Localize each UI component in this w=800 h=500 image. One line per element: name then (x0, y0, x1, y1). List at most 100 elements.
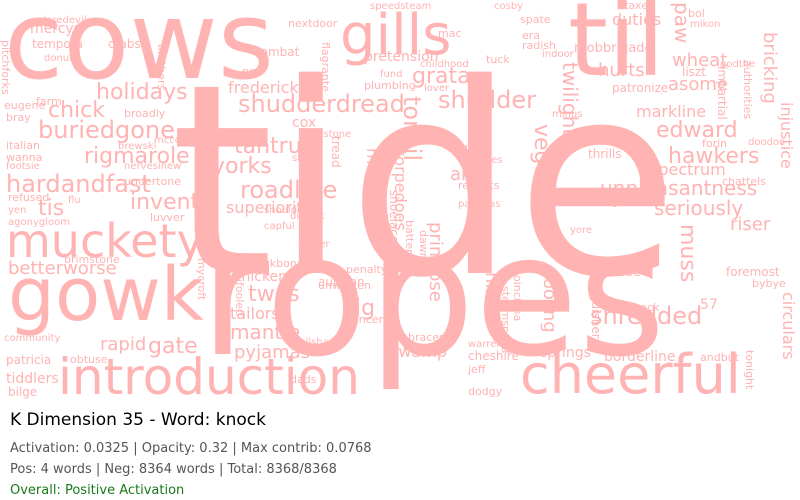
cloud-word: edward (656, 118, 738, 143)
cloud-word: torpedoes (391, 150, 410, 231)
cloud-word: tonight (743, 350, 756, 390)
cloud-word: tuck (486, 53, 510, 66)
cloud-word: tantrum (234, 134, 324, 159)
cloud-word: seriously (654, 196, 744, 220)
cloud-word: plumbing (364, 79, 416, 92)
cloud-word: vegemite (529, 124, 554, 228)
cloud-word: dawned (417, 230, 430, 274)
cloud-word: cancer (346, 313, 384, 326)
cloud-word: albert (458, 143, 491, 156)
cloud-word: dads (290, 373, 317, 386)
cloud-word: authorities (741, 60, 754, 120)
cloud-word: broadly (124, 107, 166, 120)
cloud-word: braces (408, 331, 445, 344)
cloud-word: twos (248, 282, 300, 307)
cloud-word: mccoy (154, 135, 187, 146)
cloud-word: twilight (558, 62, 582, 137)
cloud-word: paw (670, 2, 694, 44)
cloud-word: steamspeed (499, 286, 512, 354)
cloud-word: tonsil (398, 96, 426, 162)
cloud-word: mac (438, 27, 462, 40)
cloud-word: storage (596, 255, 634, 266)
cloud-word: godthe (720, 59, 756, 70)
info-panel: K Dimension 35 - Word: knock Activation:… (10, 410, 790, 499)
cloud-word: cows (4, 0, 275, 104)
cloud-word: tread (329, 136, 343, 168)
cloud-word: wanna (6, 151, 43, 164)
cloud-word: holidays (96, 80, 188, 105)
cloud-word: pajamas (458, 199, 501, 210)
cloud-word: wheat (672, 50, 728, 71)
cloud-word: wallet (600, 135, 633, 148)
cloud-word: district (290, 211, 325, 222)
cloud-word: mobbrigade (574, 41, 653, 56)
cloud-word: donuts (44, 53, 79, 64)
cloud-word: markline (636, 102, 707, 121)
cloud-word: gowk (8, 252, 204, 338)
cloud-word: tempora (32, 37, 84, 51)
cloud-word: swamp (390, 342, 447, 361)
cloud-word: chick (48, 98, 105, 123)
cloud-word: nextdoor (288, 17, 338, 30)
cloud-word: obtuse (70, 353, 108, 366)
cloud-word: liszt (682, 65, 706, 79)
cloud-word: gate (148, 334, 198, 359)
cloud-word: cooling (539, 268, 560, 333)
cloud-word: daredevil (40, 15, 87, 26)
cloud-word: betterworse (8, 258, 117, 279)
cloud-word: autumn (318, 275, 365, 289)
cloud-word: pretension (364, 49, 439, 65)
cloud-word: batteries (403, 220, 416, 270)
cloud-word: bybye (752, 277, 786, 290)
cloud-word: rapid (100, 334, 147, 355)
cloud-word: repeats (458, 179, 500, 192)
cloud-word: tucker (298, 239, 330, 250)
cloud-word: shredded (590, 302, 703, 330)
cloud-word: rig (346, 296, 376, 321)
cloud-word: hawkers (668, 144, 760, 169)
cloud-word: gtfo (612, 197, 632, 208)
cloud-word: italian (6, 139, 40, 152)
cloud-word: frederick (228, 78, 299, 97)
cloud-word: muckety (6, 214, 204, 268)
cloud-word: skis (292, 153, 311, 164)
dimension-title: K Dimension 35 - Word: knock (10, 410, 266, 430)
cloud-word: rigmarole (84, 144, 190, 169)
cloud-word: tailors (230, 304, 280, 323)
cloud-word: callshave (294, 337, 341, 348)
cloud-word: andbut (700, 351, 739, 364)
cloud-word: flu (68, 195, 81, 206)
cloud-word: hissel (481, 272, 502, 324)
cloud-word: foremost (726, 265, 780, 279)
cloud-word: shoelaces (387, 190, 401, 250)
cloud-word: flagrante (319, 42, 332, 92)
cloud-word: bilge (8, 385, 38, 399)
cloud-word: luvver (150, 211, 185, 224)
cloud-word: eugene (4, 99, 46, 112)
cloud-word: extinguisher (589, 264, 603, 339)
cloud-word: patronize (612, 81, 669, 95)
cloud-word: springs (540, 345, 591, 361)
word-count-stats: Pos: 4 words | Neg: 8364 words | Total: … (10, 462, 337, 477)
cloud-word: pitchforks (0, 40, 12, 95)
cloud-word: primrose (425, 222, 446, 302)
cloud-word: undertone (124, 175, 181, 188)
cloud-word: mantle (230, 320, 301, 344)
cloud-word: introduction (58, 348, 360, 400)
cloud-word: cheerful (520, 343, 741, 401)
cloud-word: injustice (777, 102, 796, 169)
cloud-word: buriedgone (38, 116, 175, 144)
cloud-word: speedsteam (370, 1, 432, 12)
cloud-word: shudderdread (238, 90, 405, 118)
cloud-word: radish (522, 39, 557, 52)
cloud-word: hardandfast (6, 170, 151, 198)
cloud-word: til (568, 0, 665, 100)
cloud-word: ropes (200, 198, 666, 394)
cloud-word: yen (8, 205, 27, 216)
cloud-word: nervesinew (124, 161, 182, 172)
cloud-word: lover (424, 83, 450, 94)
cloud-word: spectrum (650, 160, 726, 179)
overall-activation: Overall: Positive Activation (10, 483, 185, 498)
cloud-word: chattels (722, 175, 766, 188)
cloud-word: impartial (715, 66, 729, 120)
